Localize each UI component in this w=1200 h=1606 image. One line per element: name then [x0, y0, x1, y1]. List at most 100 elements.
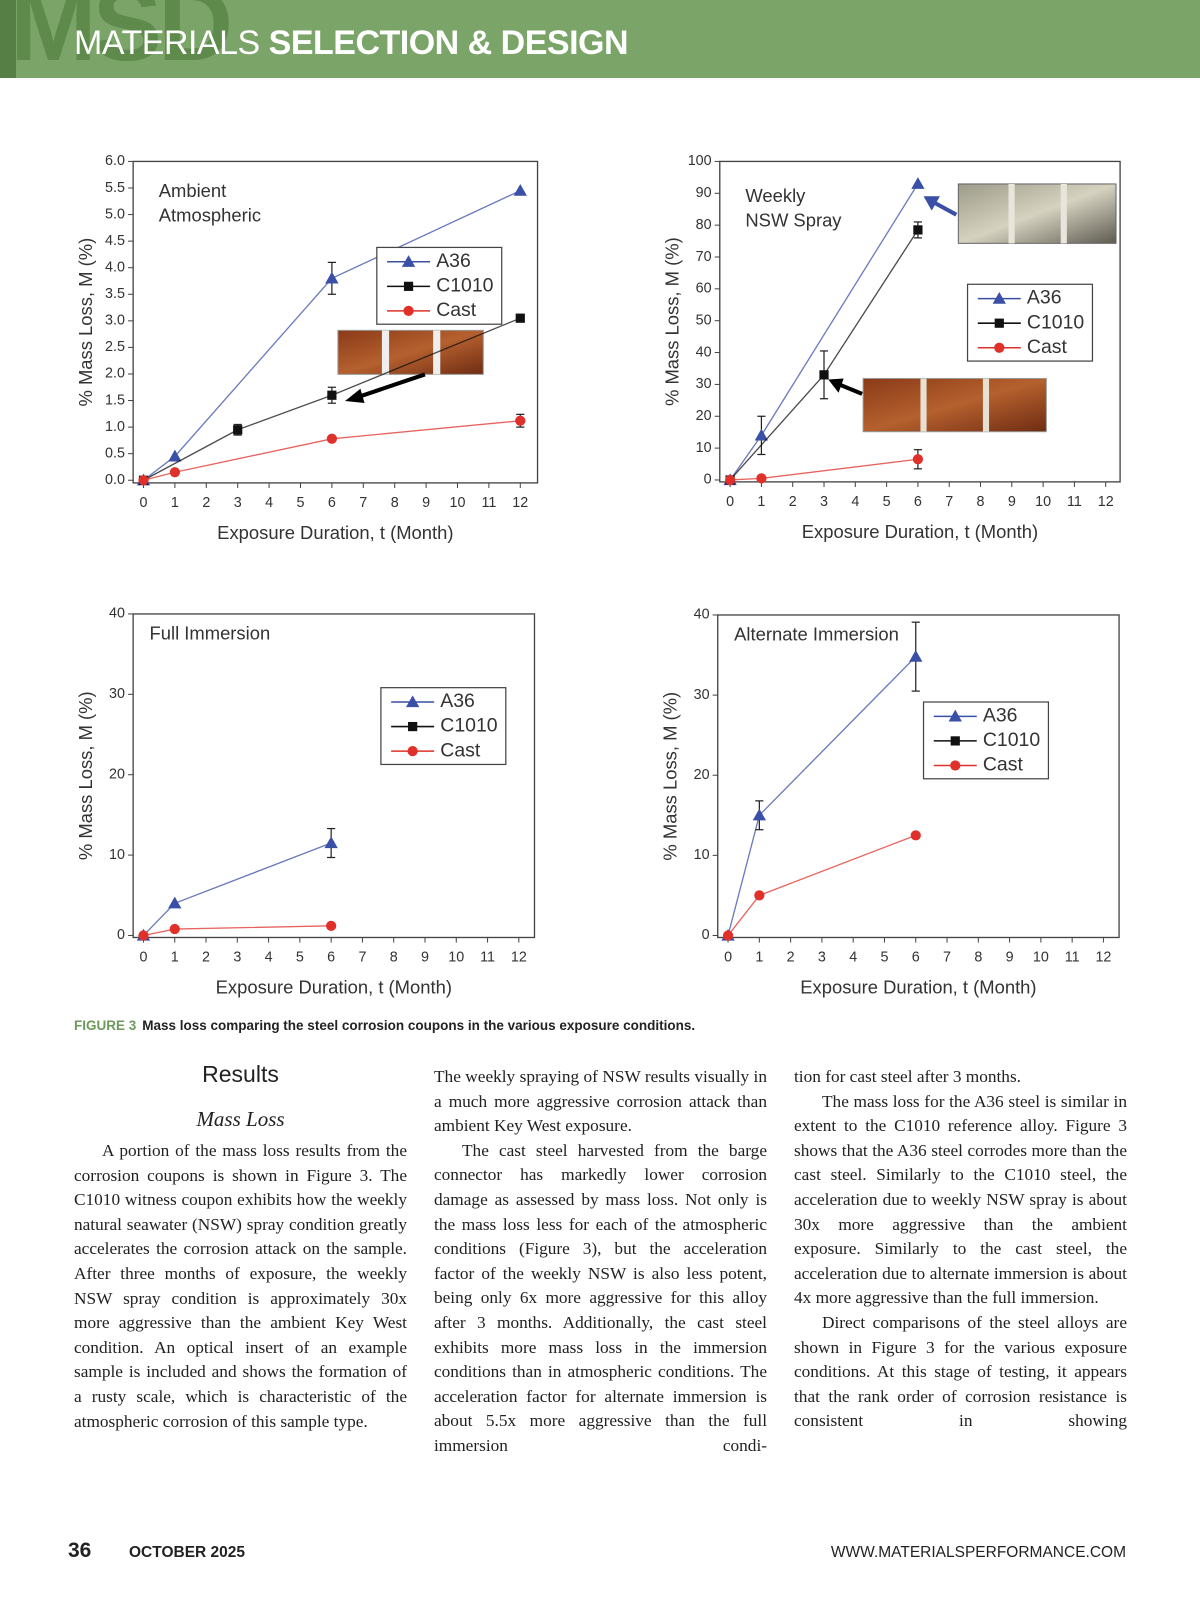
marker-triangle: [752, 808, 766, 821]
y-tick-label: 4.0: [105, 259, 125, 275]
x-tick-label: 0: [724, 950, 732, 966]
marker-triangle: [401, 255, 416, 267]
paragraph: The cast steel harvested from the barge …: [434, 1140, 767, 1455]
y-tick-label: 40: [109, 606, 125, 622]
x-tick-label: 1: [171, 495, 179, 511]
marker-triangle: [948, 709, 962, 722]
marker-circle: [403, 305, 414, 317]
legend-label: Cast: [440, 739, 481, 761]
y-tick-label: 6.0: [105, 153, 125, 169]
legend-label: C1010: [436, 274, 493, 296]
marker-triangle: [168, 449, 182, 462]
caption-label: FIGURE 3: [74, 1018, 137, 1033]
marker-triangle: [911, 177, 925, 189]
y-tick-label: 30: [696, 376, 712, 392]
y-axis-label: % Mass Loss, M (%): [662, 237, 683, 406]
marker-square: [913, 225, 923, 235]
y-tick-label: 10: [694, 847, 710, 863]
y-tick-label: 10: [109, 847, 125, 863]
marker-triangle: [754, 428, 769, 441]
legend-label: A36: [983, 704, 1018, 726]
x-tick-label: 0: [140, 495, 148, 511]
paragraph: The weekly spraying of NSW results visua…: [434, 1067, 767, 1136]
y-tick-label: 3.5: [105, 286, 125, 302]
legend-label: C1010: [1027, 311, 1084, 333]
paragraph: A portion of the mass loss results from …: [74, 1141, 407, 1431]
y-axis-label: % Mass Loss, M (%): [660, 692, 681, 861]
legend-label: A36: [440, 690, 475, 712]
arrow: [923, 196, 958, 217]
plot-frame: [719, 160, 1121, 483]
paragraph: Direct comparisons of the steel alloys a…: [794, 1312, 1127, 1431]
paragraph: The mass loss for the A36 steel is simil…: [794, 1091, 1127, 1308]
x-tick-label: 0: [139, 950, 147, 966]
brand-mark: MSD: [10, 0, 233, 78]
x-tick-label: 8: [974, 950, 982, 966]
photo-insert: [957, 183, 1117, 244]
y-tick-label: 0: [702, 927, 710, 943]
annotation: Ambient: [159, 180, 227, 201]
x-tick-label: 6: [914, 494, 922, 510]
x-tick-label: 1: [171, 950, 179, 966]
x-tick-label: 11: [480, 950, 495, 966]
y-tick-label: 0.5: [105, 445, 125, 461]
y-tick-label: 70: [696, 249, 712, 265]
x-tick-label: 1: [755, 950, 763, 966]
issue-date: OCTOBER 2025: [129, 1544, 246, 1561]
y-tick-label: 5.5: [105, 180, 125, 196]
marker-square: [327, 390, 337, 400]
legend-label: Cast: [436, 299, 477, 321]
marker-square: [233, 425, 243, 435]
y-tick-label: 5.0: [105, 206, 125, 222]
caption-text: Mass loss comparing the steel corrosion …: [142, 1018, 696, 1033]
x-tick-label: 5: [883, 494, 891, 510]
section-bold: SELECTION & DESIGN: [268, 24, 629, 62]
figure-caption: FIGURE 3 Mass loss comparing the steel co…: [74, 1018, 695, 1033]
marker-circle: [138, 475, 149, 486]
x-tick-label: 12: [1098, 494, 1114, 510]
marker-circle: [950, 760, 961, 771]
marker-circle: [754, 890, 765, 901]
website: WWW.MATERIALSPERFORMANCE.COM: [830, 1544, 1126, 1561]
x-tick-label: 3: [820, 494, 828, 510]
marker-circle: [515, 415, 526, 426]
marker-triangle: [992, 291, 1006, 304]
x-tick-label: 2: [202, 495, 210, 511]
y-tick-label: 10: [696, 440, 712, 456]
legend-label: A36: [436, 250, 471, 272]
y-tick-label: 1.5: [105, 392, 125, 408]
page-number: 36: [68, 1539, 92, 1562]
legend-label: Cast: [983, 754, 1024, 776]
x-tick-label: 11: [481, 495, 496, 511]
plot-frame: [717, 614, 1120, 939]
y-tick-label: 20: [694, 767, 710, 783]
marker-circle: [756, 473, 767, 484]
y-tick-label: 50: [696, 312, 712, 328]
marker-triangle: [405, 695, 420, 708]
x-tick-label: 8: [977, 494, 985, 510]
y-tick-label: 60: [696, 281, 712, 297]
photo-insert: [337, 329, 484, 375]
x-axis-label: Exposure Duration, t (Month): [216, 977, 452, 998]
x-tick-label: 5: [296, 950, 304, 966]
x-tick-label: 8: [390, 950, 398, 966]
x-tick-label: 8: [391, 495, 399, 511]
x-tick-label: 9: [1006, 950, 1014, 966]
x-tick-label: 4: [265, 495, 273, 511]
x-tick-label: 7: [358, 950, 366, 966]
marker-square: [950, 736, 960, 746]
marker-square: [994, 318, 1004, 328]
x-tick-label: 3: [234, 495, 242, 511]
photo-insert: [862, 377, 1047, 433]
y-tick-label: 1.0: [105, 419, 125, 435]
marker-square: [408, 721, 418, 732]
x-tick-label: 2: [789, 494, 797, 510]
y-tick-label: 30: [694, 687, 710, 703]
x-tick-label: 12: [1095, 950, 1111, 966]
legend-label: C1010: [440, 715, 497, 737]
y-tick-label: 4.5: [105, 233, 125, 249]
y-tick-label: 20: [109, 766, 125, 782]
y-tick-label: 40: [694, 607, 710, 623]
